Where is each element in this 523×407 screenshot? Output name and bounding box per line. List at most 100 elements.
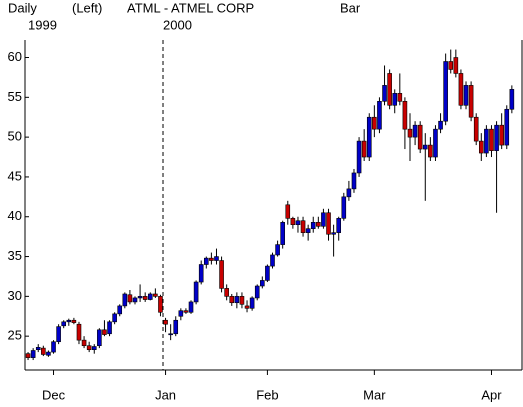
candle-body: [366, 116, 372, 158]
candle-body: [484, 128, 489, 154]
candle-body: [122, 293, 128, 307]
candle-body: [326, 212, 331, 235]
candle-body: [397, 93, 403, 102]
candle-body: [265, 265, 270, 281]
candle-body: [249, 297, 255, 309]
candle-body: [158, 296, 163, 313]
candle-body: [102, 329, 107, 335]
candle-body: [147, 293, 153, 300]
candle-body: [494, 124, 499, 151]
candle-body: [372, 116, 377, 130]
candle-body: [260, 280, 265, 287]
candle-body: [382, 85, 387, 102]
candle-body: [25, 353, 31, 358]
candle-body: [417, 124, 423, 150]
y-tick-label: 40: [8, 208, 22, 223]
candle-body: [305, 228, 311, 233]
candle-body: [331, 232, 336, 235]
candle-body: [229, 296, 235, 304]
candle-body: [463, 85, 469, 106]
y-tick-label: 55: [8, 89, 22, 104]
candle-body: [387, 73, 392, 106]
candle-body: [407, 128, 413, 138]
candle-body: [112, 313, 117, 323]
candle-body: [142, 296, 148, 300]
candle-body: [214, 256, 219, 261]
candle-body: [275, 244, 280, 256]
candle-body: [438, 120, 443, 130]
candle-body: [61, 321, 67, 327]
candle-body: [295, 220, 301, 226]
candle-body: [310, 222, 316, 229]
candle-body: [458, 73, 464, 106]
candle-body: [41, 347, 46, 355]
candle-body: [392, 93, 398, 106]
y-tick-label: 45: [8, 168, 22, 183]
candle-body: [316, 222, 321, 227]
candle-body: [219, 260, 224, 289]
candle-body: [504, 108, 510, 146]
candle-body: [173, 319, 179, 335]
year-label: 2000: [163, 17, 192, 32]
candle-body: [468, 85, 474, 118]
candle-body: [203, 257, 209, 265]
candle-body: [183, 310, 189, 313]
candle-body: [412, 124, 418, 138]
candle-body: [280, 222, 285, 245]
candle-body: [163, 319, 168, 325]
candle-body: [91, 346, 97, 350]
candle-body: [285, 204, 291, 219]
candle-body: [97, 329, 102, 347]
chart-title: ATML - ATMEL CORP: [127, 0, 254, 15]
candle-body: [234, 296, 240, 304]
y-tick-label: 30: [8, 288, 22, 303]
candle-body: [254, 285, 260, 299]
candle-body: [137, 296, 143, 299]
candle-body: [168, 333, 173, 336]
candle-body: [270, 254, 275, 267]
candle-body: [86, 345, 92, 350]
x-tick-label: Mar: [363, 387, 386, 402]
candle-body: [117, 305, 123, 315]
candle-body: [478, 140, 484, 154]
candle-body: [377, 101, 382, 130]
candle-body: [46, 351, 51, 356]
candle-body: [153, 293, 158, 297]
x-tick-label: Jan: [155, 387, 176, 402]
x-tick-label: Dec: [42, 387, 66, 402]
candle-body: [321, 212, 326, 227]
candle-body: [178, 310, 184, 317]
candle-body: [356, 140, 362, 174]
candle-body: [188, 301, 194, 313]
candle-body: [300, 220, 306, 233]
candle-body: [422, 144, 428, 150]
candle-body: [453, 57, 459, 74]
candle-body: [239, 296, 245, 305]
candle-body: [341, 196, 347, 219]
candle-body: [351, 172, 357, 190]
candle-body: [290, 218, 296, 226]
candle-body: [193, 281, 199, 303]
candle-body: [244, 305, 250, 309]
candle-body: [346, 188, 352, 198]
candle-body: [336, 218, 342, 233]
candle-body: [132, 297, 138, 303]
style-label: Bar: [340, 0, 361, 15]
candle-body: [448, 61, 454, 70]
axis-side-label: (Left): [72, 0, 102, 15]
y-tick-label: 35: [8, 248, 22, 263]
candle-body: [51, 341, 56, 353]
candle-body: [499, 124, 504, 146]
period-label: Daily: [8, 0, 37, 15]
year-label: 1999: [28, 17, 57, 32]
candle-body: [428, 144, 433, 158]
candle-body: [209, 257, 214, 261]
candle-body: [489, 128, 494, 151]
candle-body: [81, 339, 87, 347]
candle-body: [56, 326, 61, 343]
candle-body: [107, 321, 112, 335]
candle-body: [224, 288, 229, 297]
candle-body: [66, 319, 72, 323]
candle-body: [473, 116, 479, 142]
